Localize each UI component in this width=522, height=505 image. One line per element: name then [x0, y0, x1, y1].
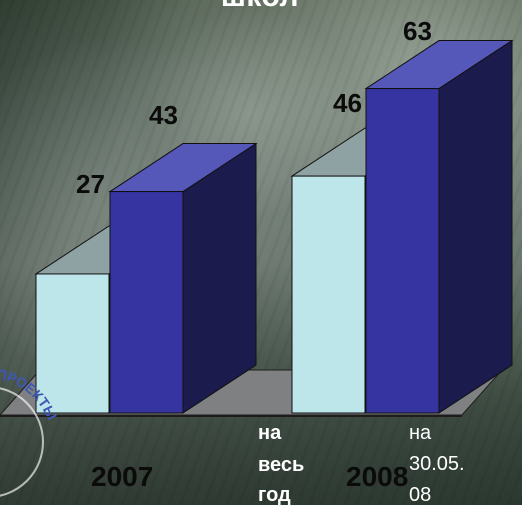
bar-2007-may-front	[109, 191, 184, 414]
value-label-2008-full-year: 46	[333, 88, 362, 118]
legend-may-line-3: 08	[409, 484, 431, 505]
chart-title: школ	[140, 0, 380, 12]
bar-2007-full-year-front	[35, 273, 110, 414]
value-labels: 27 43 46 63	[76, 16, 432, 199]
value-label-2007-full-year: 27	[76, 169, 105, 199]
bar-2008-may-front	[365, 88, 440, 414]
category-label-2008: 2008	[346, 461, 408, 492]
category-labels: 2007 2008	[91, 461, 408, 492]
value-label-2008-may: 63	[403, 16, 432, 46]
category-label-2007: 2007	[91, 461, 153, 492]
bar-2008-may-side	[438, 39, 513, 414]
bar-group-2008	[290, 39, 514, 414]
legend-series-may: на 30.05. 08	[409, 422, 465, 505]
bar-2008-full-year-front	[291, 175, 366, 414]
legend-full-year-line-2: весь	[258, 454, 304, 476]
legend-series-full-year: на весь год	[258, 422, 304, 505]
legend-may-line-2: 30.05.	[409, 453, 465, 475]
legend: на весь год на 30.05. 08	[258, 422, 465, 505]
floor-front-edge	[0, 415, 462, 417]
legend-full-year-line-1: на	[258, 422, 282, 444]
value-label-2007-may: 43	[149, 100, 178, 130]
stamp-ring	[0, 387, 44, 497]
bar-group-2007	[34, 142, 258, 414]
legend-may-line-1: на	[409, 422, 432, 444]
legend-full-year-line-3: год	[258, 484, 291, 505]
